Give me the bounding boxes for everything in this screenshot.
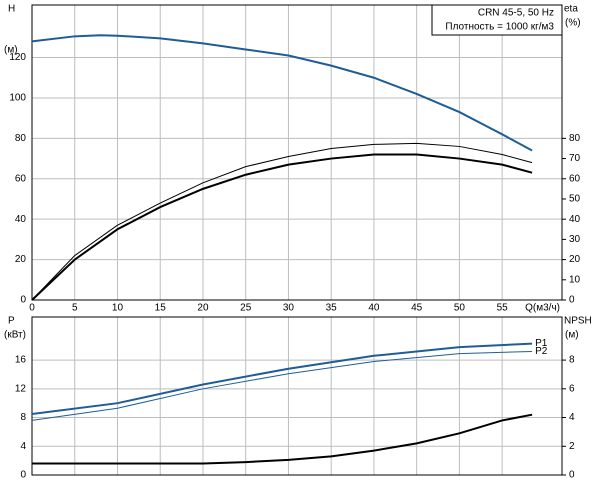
y2-axis-unit: (%) <box>565 18 581 29</box>
y2-tick-label: 10 <box>569 274 581 285</box>
y-tick-label: 12 <box>15 383 27 394</box>
x-tick-label: 30 <box>283 303 295 314</box>
y2-tick-label: 4 <box>569 412 575 423</box>
y-tick-label: 80 <box>15 133 27 144</box>
y2-axis-title: eta <box>564 4 578 15</box>
info-text: CRN 45-5, 50 Hz <box>478 8 554 19</box>
x-tick-label: 40 <box>368 303 380 314</box>
series-line <box>31 342 533 415</box>
y-tick-label: 0 <box>20 470 26 480</box>
y-tick-label: 60 <box>15 173 27 184</box>
y2-tick-label: 40 <box>569 214 581 225</box>
series-line <box>31 34 533 152</box>
y-tick-label: 100 <box>9 93 26 104</box>
x-tick-label: 20 <box>197 303 209 314</box>
y-tick-label: 16 <box>15 355 27 366</box>
y2-axis-unit: (м) <box>565 330 579 341</box>
y2-axis-title: NPSH <box>564 316 592 327</box>
y-axis-title: H <box>8 4 15 15</box>
y2-tick-label: 20 <box>569 254 581 265</box>
x-tick-label: 35 <box>326 303 338 314</box>
x-tick-label: 10 <box>112 303 124 314</box>
x-tick-label: 55 <box>497 303 509 314</box>
plot-frame <box>31 316 563 476</box>
y2-tick-label: 2 <box>569 441 575 452</box>
y2-tick-label: 0 <box>569 295 575 306</box>
series-label: P2 <box>535 346 548 357</box>
y2-tick-label: 80 <box>569 133 581 144</box>
series-line <box>32 413 533 465</box>
y-axis-unit: (кВт) <box>4 330 26 341</box>
y2-tick-label: 0 <box>569 470 575 480</box>
x-tick-label: 50 <box>454 303 466 314</box>
info-text: Плотность = 1000 кг/м3 <box>445 22 554 33</box>
plot-frame <box>31 4 563 301</box>
y-axis-title: P <box>8 316 15 327</box>
series-line <box>31 350 533 421</box>
y2-tick-label: 70 <box>569 153 581 164</box>
y-tick-label: 40 <box>15 214 27 225</box>
y2-tick-label: 6 <box>569 383 575 394</box>
y2-tick-label: 30 <box>569 234 581 245</box>
y2-tick-label: 50 <box>569 194 581 205</box>
x-tick-label: 25 <box>240 303 252 314</box>
x-axis-label: Q(м3/ч) <box>525 303 560 314</box>
x-tick-label: 5 <box>72 303 78 314</box>
info-box <box>431 4 563 36</box>
y-tick-label: 0 <box>20 295 26 306</box>
y-tick-label: 4 <box>20 441 26 452</box>
y-tick-label: 20 <box>15 254 27 265</box>
x-tick-label: 15 <box>155 303 167 314</box>
x-tick-label: 0 <box>29 303 35 314</box>
series-label: P1 <box>535 338 548 349</box>
x-tick-label: 45 <box>411 303 423 314</box>
y-axis-unit: (м) <box>4 45 18 56</box>
series-line <box>31 142 533 301</box>
series-line <box>31 153 533 301</box>
y-tick-label: 120 <box>9 52 26 63</box>
y2-tick-label: 60 <box>569 173 581 184</box>
y-tick-label: 8 <box>20 412 26 423</box>
y2-tick-label: 8 <box>569 355 575 366</box>
